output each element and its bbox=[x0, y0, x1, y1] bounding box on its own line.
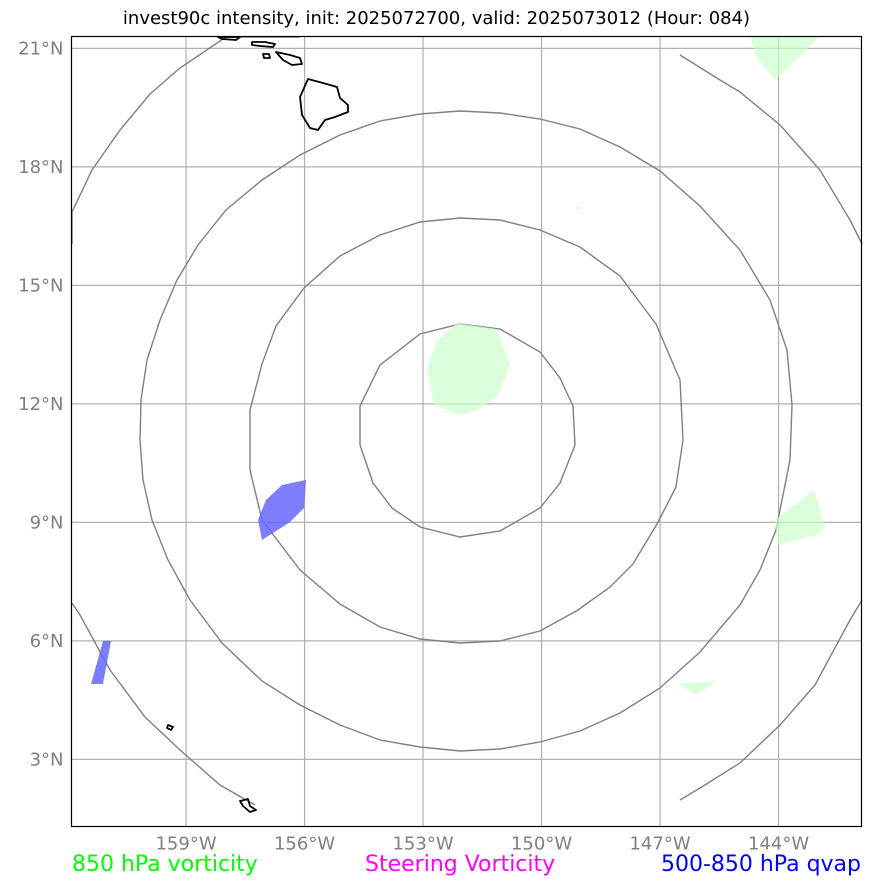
gridlines bbox=[71, 36, 862, 827]
atoll-south bbox=[239, 798, 257, 813]
lon-tick-label: 147°W bbox=[629, 834, 690, 855]
range-ring-3 bbox=[139, 110, 793, 752]
qvap-patch-left bbox=[91, 641, 111, 684]
lat-tick-label: 18°N bbox=[18, 157, 63, 178]
tick-labels: 21°N 18°N 15°N 12°N 9°N 6°N 3°N 159°W 156°W 153°W… bbox=[18, 38, 809, 854]
lon-tick-label: 150°W bbox=[511, 834, 572, 855]
island-big-island bbox=[299, 78, 349, 131]
map-title: invest90c intensity, init: 2025072700, v… bbox=[122, 8, 751, 29]
vorticity-patch-topright bbox=[750, 37, 818, 80]
island-oahu bbox=[217, 36, 241, 41]
lon-tick-label: 153°W bbox=[392, 834, 453, 855]
range-ring-4 bbox=[71, 36, 227, 244]
range-ring-4-lowerright bbox=[679, 599, 863, 801]
lat-tick-label: 6°N bbox=[30, 631, 64, 652]
lat-tick-label: 12°N bbox=[18, 394, 63, 415]
legend-850-vorticity: 850 hPa vorticity bbox=[72, 852, 258, 877]
range-ring-2 bbox=[249, 217, 684, 644]
lat-tick-label: 15°N bbox=[18, 275, 63, 296]
island-lanai-molokai bbox=[251, 41, 276, 48]
vorticity-patch-center bbox=[427, 323, 510, 415]
range-ring-4-lowerleft bbox=[71, 602, 256, 806]
lon-tick-label: 156°W bbox=[274, 834, 335, 855]
lat-tick-label: 3°N bbox=[30, 749, 64, 770]
qvap-patch-center bbox=[258, 480, 306, 540]
range-rings bbox=[71, 36, 863, 806]
lon-tick-label: 159°W bbox=[155, 834, 216, 855]
island-maui bbox=[275, 51, 303, 66]
vorticity-shading bbox=[427, 37, 825, 695]
legend-steering-vorticity: Steering Vorticity bbox=[365, 852, 556, 877]
vorticity-patch-lowerright bbox=[678, 681, 716, 695]
lat-tick-label: 21°N bbox=[18, 38, 63, 59]
vorticity-patch-right bbox=[775, 490, 825, 545]
map-frame bbox=[70, 35, 863, 828]
qvap-shading bbox=[91, 480, 306, 684]
island-kahoolawe bbox=[262, 53, 271, 59]
coastlines bbox=[166, 36, 349, 813]
range-ring-4-right bbox=[679, 54, 863, 245]
lon-tick-label: 144°W bbox=[748, 834, 809, 855]
legend-qvap: 500-850 hPa qvap bbox=[660, 852, 861, 877]
lat-tick-label: 9°N bbox=[30, 512, 64, 533]
vorticity-patch-dot bbox=[577, 207, 580, 209]
range-ring-1 bbox=[359, 323, 576, 538]
atoll-small bbox=[166, 724, 174, 731]
